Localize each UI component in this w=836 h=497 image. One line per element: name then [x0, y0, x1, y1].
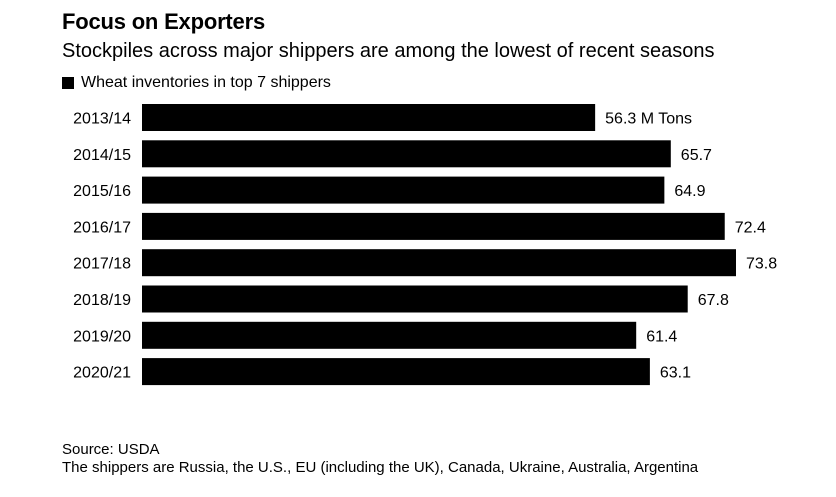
chart-title: Focus on Exporters	[62, 9, 265, 34]
category-label: 2019/20	[73, 328, 131, 345]
category-label: 2016/17	[73, 219, 131, 236]
category-label: 2020/21	[73, 365, 131, 382]
value-label: 65.7	[681, 147, 712, 164]
bar	[142, 358, 650, 386]
category-label: 2013/14	[73, 111, 131, 128]
legend-swatch	[62, 77, 74, 89]
chart-subtitle: Stockpiles across major shippers are amo…	[62, 40, 715, 62]
bar	[142, 140, 671, 168]
value-label: 61.4	[646, 328, 677, 345]
value-label: 72.4	[735, 219, 766, 236]
value-label: 73.8	[746, 256, 777, 273]
category-label: 2017/18	[73, 256, 131, 273]
legend-label: Wheat inventories in top 7 shippers	[81, 74, 331, 91]
category-label: 2018/19	[73, 292, 131, 309]
value-label: 67.8	[698, 292, 729, 309]
value-label: 56.3 M Tons	[605, 111, 692, 128]
bar	[142, 176, 665, 204]
bar	[142, 104, 596, 131]
value-label: 64.9	[674, 183, 705, 200]
bar	[142, 285, 688, 313]
value-label: 63.1	[660, 365, 691, 382]
bar	[142, 249, 736, 277]
bar	[142, 212, 725, 240]
bar	[142, 321, 637, 349]
legend: Wheat inventories in top 7 shippers	[62, 74, 331, 92]
bar-chart: 2013/14 56.3 M Tons 2014/15 65.7 2015/16 64.9…	[73, 104, 777, 386]
category-label: 2014/15	[73, 147, 131, 164]
footnote: The shippers are Russia, the U.S., EU (i…	[62, 459, 699, 476]
category-label: 2015/16	[73, 183, 131, 200]
source-note: Source: USDA	[62, 441, 160, 458]
